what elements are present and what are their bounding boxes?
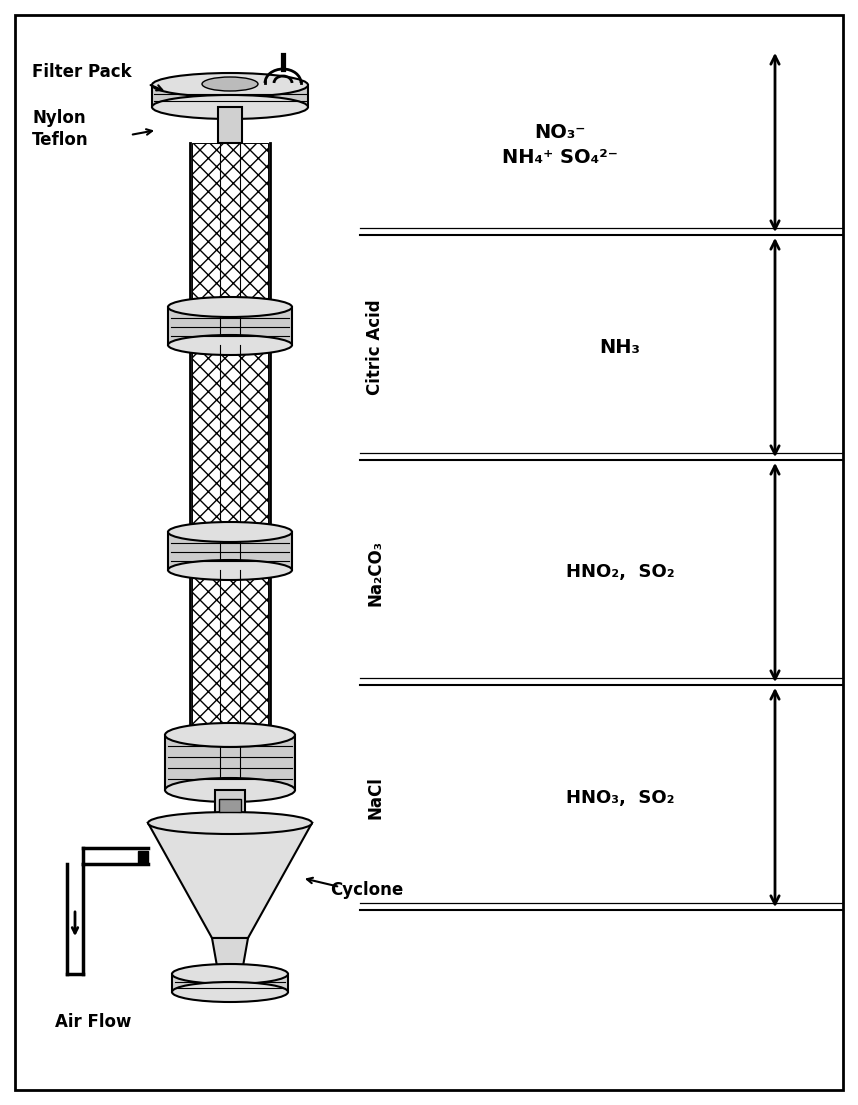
Bar — [218, 107, 242, 143]
Text: NaCl: NaCl — [366, 776, 384, 819]
Text: Air Flow: Air Flow — [55, 1013, 131, 1031]
Bar — [152, 85, 308, 107]
Bar — [168, 532, 292, 570]
Bar — [192, 570, 268, 790]
Ellipse shape — [168, 297, 292, 317]
Ellipse shape — [152, 73, 308, 97]
Polygon shape — [212, 938, 248, 983]
Ellipse shape — [168, 560, 292, 580]
Bar — [219, 799, 241, 812]
Text: NH₃: NH₃ — [600, 338, 640, 357]
Polygon shape — [148, 823, 312, 938]
Ellipse shape — [172, 964, 288, 983]
Bar — [168, 307, 292, 345]
Ellipse shape — [148, 812, 312, 834]
Text: HNO₃,  SO₂: HNO₃, SO₂ — [565, 789, 674, 807]
Bar — [165, 735, 295, 790]
Text: Nylon
Teflon: Nylon Teflon — [32, 108, 88, 149]
Text: Citric Acid: Citric Acid — [366, 299, 384, 396]
Text: Filter Pack: Filter Pack — [32, 63, 131, 81]
Text: Cyclone: Cyclone — [330, 881, 403, 899]
Ellipse shape — [165, 778, 295, 802]
Ellipse shape — [165, 723, 295, 747]
Bar — [215, 790, 245, 818]
Bar — [192, 143, 268, 345]
Text: NH₄⁺ SO₄²⁻: NH₄⁺ SO₄²⁻ — [502, 148, 618, 167]
Ellipse shape — [202, 77, 258, 91]
Text: HNO₂,  SO₂: HNO₂, SO₂ — [565, 564, 674, 581]
Ellipse shape — [152, 95, 308, 119]
Bar — [172, 974, 288, 992]
Text: NO₃⁻: NO₃⁻ — [535, 123, 586, 143]
Bar — [192, 345, 268, 570]
Bar — [138, 851, 148, 864]
Ellipse shape — [168, 335, 292, 355]
Text: Na₂CO₃: Na₂CO₃ — [366, 539, 384, 606]
Ellipse shape — [168, 522, 292, 541]
Ellipse shape — [172, 982, 288, 1002]
